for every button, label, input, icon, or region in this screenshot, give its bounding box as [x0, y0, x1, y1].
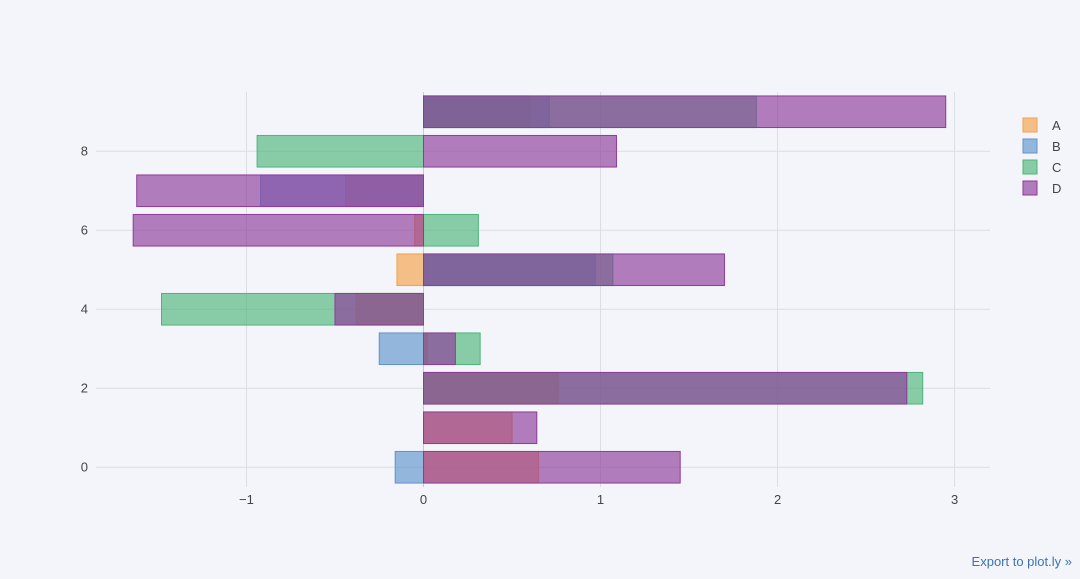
- x-tick-label: 0: [420, 492, 427, 507]
- bar-D-8[interactable]: [423, 134, 617, 168]
- y-tick-label: 8: [81, 143, 88, 158]
- y-tick-label: 6: [81, 222, 88, 237]
- y-tick-label: 4: [81, 301, 88, 316]
- legend-label: C: [1052, 160, 1061, 175]
- bar-D-4[interactable]: [334, 292, 425, 326]
- bar-D-9[interactable]: [423, 95, 947, 129]
- y-tick-label: 0: [81, 459, 88, 474]
- legend-swatch: [1022, 138, 1038, 154]
- bar-B-0[interactable]: [394, 450, 425, 484]
- y-tick-label: 2: [81, 380, 88, 395]
- legend-swatch: [1022, 180, 1038, 196]
- bar-C-8[interactable]: [256, 134, 425, 168]
- export-to-plotly-link[interactable]: Export to plot.ly »: [971, 554, 1072, 569]
- x-tick-label: −1: [239, 492, 254, 507]
- bar-layer: [132, 95, 947, 484]
- legend-item-C[interactable]: C: [1022, 159, 1061, 175]
- bar-D-2[interactable]: [423, 371, 908, 405]
- legend-label: B: [1052, 139, 1061, 154]
- bar-D-6[interactable]: [132, 213, 425, 247]
- bar-D-3[interactable]: [423, 332, 456, 366]
- bar-D-5[interactable]: [423, 253, 725, 287]
- x-tick-label: 3: [951, 492, 958, 507]
- legend-label: D: [1052, 181, 1061, 196]
- bar-C-6[interactable]: [423, 213, 479, 247]
- bar-A-5[interactable]: [396, 253, 425, 287]
- legend-swatch: [1022, 117, 1038, 133]
- legend-label: A: [1052, 118, 1061, 133]
- axis-layer: −1 0 1 2 3 0 2 4 6 8: [81, 143, 958, 507]
- bar-D-0[interactable]: [423, 450, 681, 484]
- bar-B-3[interactable]: [378, 332, 425, 366]
- legend-item-A[interactable]: A: [1022, 117, 1061, 133]
- legend-swatch: [1022, 159, 1038, 175]
- x-tick-label: 1: [597, 492, 604, 507]
- bar-D-1[interactable]: [423, 411, 538, 445]
- x-tick-label: 2: [774, 492, 781, 507]
- legend-item-D[interactable]: D: [1022, 180, 1061, 196]
- legend-item-B[interactable]: B: [1022, 138, 1061, 154]
- bar-D-7[interactable]: [136, 174, 425, 208]
